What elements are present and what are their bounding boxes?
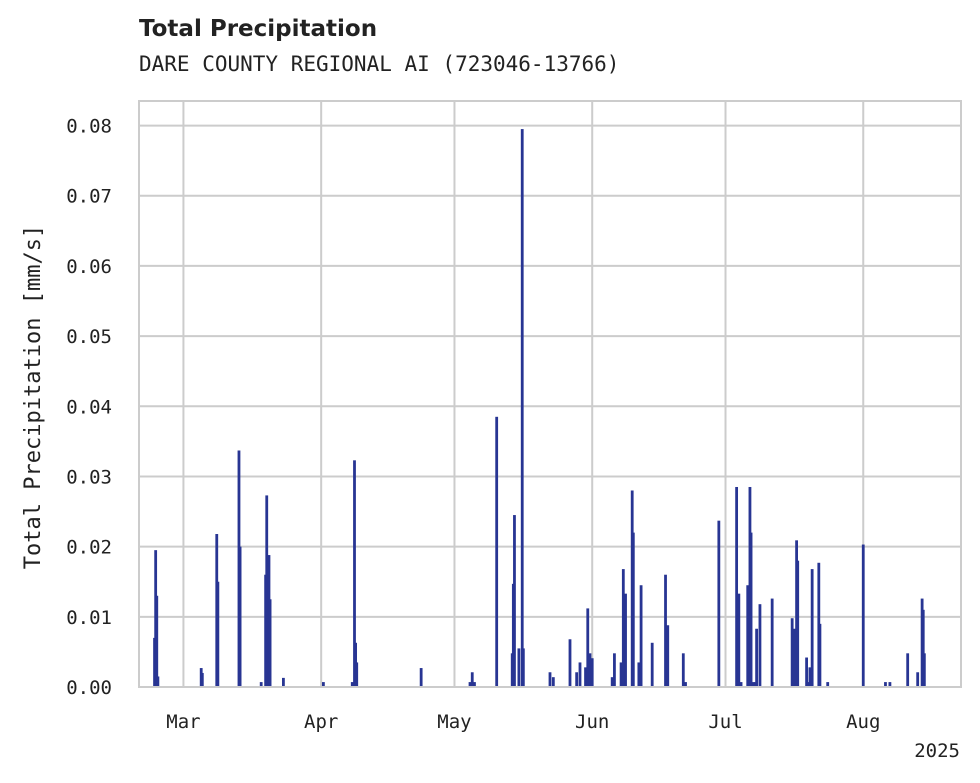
precipitation-bar (681, 653, 685, 687)
precipitation-bar (922, 653, 926, 687)
precipitation-bar (548, 672, 552, 687)
y-tick-label: 0.06 (66, 256, 112, 278)
y-tick-label: 0.00 (66, 677, 112, 699)
y-axis-label: Total Precipitation [mm/s] (21, 225, 46, 569)
precipitation-bar (746, 585, 750, 687)
precipitation-bar (200, 672, 204, 687)
y-tick-label: 0.08 (66, 116, 112, 138)
plot-frame (138, 100, 962, 688)
x-tick-label: Mar (166, 711, 200, 733)
precipitation-bar (717, 520, 721, 687)
precipitation-bar (551, 677, 555, 687)
precipitation-bar (770, 598, 774, 687)
precipitation-bar (238, 546, 242, 687)
year-label: 2025 (914, 740, 960, 762)
precipitation-bar (586, 608, 590, 687)
precipitation-bar (666, 625, 670, 687)
y-tick-label: 0.02 (66, 537, 112, 559)
precipitation-bar (861, 544, 865, 687)
x-tick-label: May (437, 711, 471, 733)
x-tick-label: Aug (846, 711, 880, 733)
precipitation-bar (216, 581, 220, 687)
precipitation-bars (153, 129, 926, 688)
precipitation-bar (321, 682, 325, 687)
precipitation-bar (619, 662, 623, 687)
y-tick-label: 0.03 (66, 466, 112, 488)
precipitation-bar (888, 682, 892, 687)
y-tick-label: 0.01 (66, 607, 112, 629)
precipitation-bar (613, 653, 616, 687)
precipitation-bar (578, 662, 582, 687)
precipitation-bar (810, 569, 814, 687)
precipitation-bar (664, 574, 667, 687)
precipitation-bar (790, 618, 794, 687)
precipitation-bar (624, 593, 627, 687)
precipitation-bar (758, 604, 762, 687)
precipitation-bar (637, 662, 641, 687)
precipitation-bar (884, 682, 887, 687)
precipitation-bar (419, 668, 423, 687)
precipitation-bar (470, 672, 474, 687)
precipitation-bar (684, 682, 687, 687)
precipitation-bar (268, 599, 272, 687)
precipitation-bar (259, 682, 263, 687)
chart-title: Total Precipitation (139, 16, 378, 42)
precipitation-bar (906, 653, 910, 687)
precipitation-bar (575, 672, 579, 687)
precipitation-bar (792, 628, 796, 687)
precipitation-bar (588, 653, 592, 687)
precipitation-bar (796, 560, 800, 687)
y-axis-ticks: 0.00 0.01 0.02 0.03 0.04 0.05 0.06 0.07 0.08 (66, 116, 112, 699)
y-tick-label: 0.05 (66, 326, 112, 348)
precipitation-bar (916, 672, 920, 687)
precipitation-bar (639, 585, 643, 687)
precipitation-bar (806, 682, 810, 687)
precipitation-bar (621, 569, 625, 687)
precipitation-bar (751, 682, 755, 687)
precipitation-bar (156, 676, 160, 687)
precipitation-bar (353, 460, 356, 687)
precipitation-bar (826, 682, 830, 687)
x-tick-label: Apr (304, 711, 338, 733)
precipitation-bar (568, 639, 572, 687)
precipitation-bar (520, 129, 524, 688)
precipitation-bar (610, 677, 614, 687)
grid-lines (139, 101, 961, 688)
precipitation-bar (631, 532, 635, 687)
precipitation-bar (921, 609, 925, 687)
precipitation-bar (650, 642, 654, 687)
precipitation-bar (355, 662, 359, 687)
y-tick-label: 0.07 (66, 186, 112, 208)
precipitation-bar (155, 595, 159, 687)
precipitation-bar (468, 682, 472, 687)
precipitation-bar (737, 593, 741, 687)
precipitation-bar (735, 486, 739, 687)
precipitation-bar (495, 416, 499, 687)
precipitation-bar (584, 667, 587, 687)
precipitation-bar (739, 682, 743, 687)
precipitation-bar (513, 515, 516, 687)
precipitation-bar (749, 532, 753, 687)
precipitation-bar (755, 628, 759, 687)
precipitation-bar (517, 648, 521, 687)
precipitation-bar (818, 623, 822, 687)
precipitation-bar (805, 657, 808, 687)
chart-subtitle: DARE COUNTY REGIONAL AI (723046-13766) (139, 52, 620, 76)
precipitation-bar (265, 495, 269, 687)
precipitation-bar (350, 682, 354, 687)
precipitation-bar (282, 677, 285, 687)
precipitation-bar (521, 648, 525, 687)
y-tick-label: 0.04 (66, 396, 112, 418)
x-tick-label: Jul (708, 711, 742, 733)
precipitation-bar (590, 658, 594, 687)
precipitation-bar (808, 667, 812, 687)
x-tick-label: Jun (575, 711, 609, 733)
precipitation-bar (473, 682, 476, 687)
x-axis-ticks: Mar Apr May Jun Jul Aug (166, 711, 880, 733)
